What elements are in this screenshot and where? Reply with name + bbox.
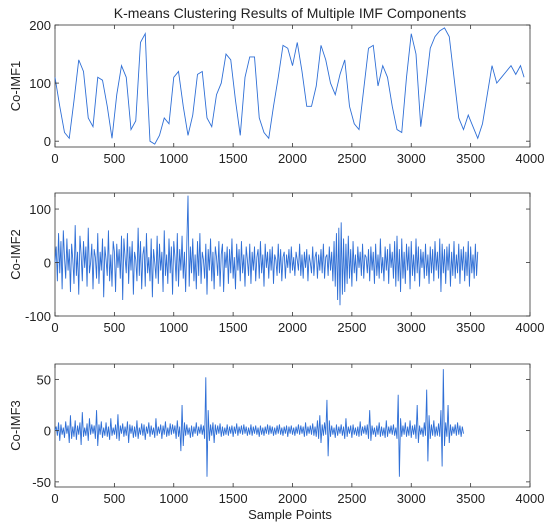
y-tick-label: 50 [37,372,51,387]
x-tick-label: 500 [104,320,126,335]
x-tick-label: 1500 [219,320,248,335]
plot-frame [54,363,531,488]
y-tick-label: 200 [29,18,51,33]
panel-co-imf1: 0 500 1000 1500 2000 2500 3000 3500 4000 0 100 200 C… [8,18,544,166]
y-tick-label: 0 [44,134,51,149]
series-line [54,27,525,145]
x-tick-label: 3000 [397,320,426,335]
x-tick-label: 3500 [456,151,485,166]
x-tick-label: 0 [51,320,58,335]
x-tick-label: 2500 [337,491,366,506]
x-tick-label: 3500 [456,320,485,335]
x-tick-label: 3000 [397,491,426,506]
series-line [54,195,479,306]
x-tick-label: 2000 [278,320,307,335]
x-tick-label: 0 [51,491,58,506]
x-tick-label: 1000 [159,491,188,506]
y-tick-label: 0 [44,424,51,439]
y-tick-label: 100 [29,202,51,217]
x-tick-label: 1500 [219,491,248,506]
x-tick-label: 3000 [397,151,426,166]
x-tick-label: 4000 [516,151,545,166]
x-axis-label: Sample Points [248,507,332,522]
x-tick-label: 500 [104,151,126,166]
y-axis-label: Co-IMF2 [8,229,23,280]
y-tick-label: 0 [44,256,51,271]
panel-co-imf2: 0 500 1000 1500 2000 2500 3000 3500 4000-1000100… [8,192,545,335]
x-tick-label: 2000 [278,151,307,166]
x-tick-label: 4000 [516,320,545,335]
y-axis-label: Co-IMF3 [8,400,23,451]
x-tick-label: 4000 [516,491,545,506]
x-tick-label: 1500 [219,151,248,166]
panel-co-imf3: 0 500 1000 1500 2000 2500 3000 3500 4000-50050Co… [8,363,545,506]
x-tick-label: 500 [104,491,126,506]
x-tick-label: 1000 [159,151,188,166]
y-tick-label: 100 [29,76,51,91]
x-tick-label: 2500 [337,320,366,335]
series-line [54,369,464,477]
x-tick-label: 1000 [159,320,188,335]
x-tick-label: 2500 [337,151,366,166]
x-tick-label: 3500 [456,491,485,506]
y-tick-label: -50 [32,475,51,490]
x-tick-label: 2000 [278,491,307,506]
plot-frame [54,24,531,148]
y-tick-label: -100 [25,309,51,324]
chart-title: K-means Clustering Results of Multiple I… [114,5,466,21]
x-tick-label: 0 [51,151,58,166]
y-axis-label: Co-IMF1 [8,61,23,112]
